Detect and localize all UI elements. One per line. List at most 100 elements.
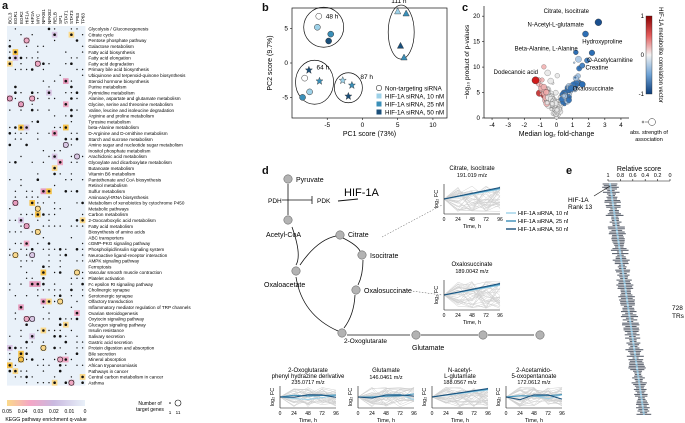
gene-count-dot xyxy=(57,356,64,363)
background-trace xyxy=(443,286,501,301)
tf-label: HIF1A xyxy=(24,10,29,24)
gene-count-dot xyxy=(70,85,73,89)
tr-count-label: TRs xyxy=(672,313,685,320)
gene-count-dot xyxy=(9,179,11,181)
gene-count-dot xyxy=(76,97,78,100)
pathway-label: Glyoxylate and dicarboxylate metabolism xyxy=(88,160,172,165)
background-trace xyxy=(443,294,501,305)
gene-count-dot xyxy=(53,295,56,297)
x-tick-label: 3 xyxy=(603,122,607,129)
gene-count-dot xyxy=(81,45,84,47)
gene-count-dot xyxy=(76,57,78,59)
mini-y-label: log₂ FC xyxy=(496,388,502,406)
size-legend-dot xyxy=(169,402,171,404)
gene-count-dot xyxy=(6,95,13,102)
mini-x-tick: 0 xyxy=(279,411,282,417)
mini-plot-mz: 146.0461 m/z xyxy=(369,375,403,381)
gene-count-dot xyxy=(14,126,17,129)
mini-x-tick: 0 xyxy=(443,217,446,223)
mini-plot-title: phenyl hydrazine derivative xyxy=(272,374,345,380)
gene-count-dot xyxy=(20,242,22,245)
gene-count-dot xyxy=(53,115,56,117)
pathway-label: Butanoate metabolism xyxy=(88,166,134,171)
gene-count-dot xyxy=(14,364,17,366)
gene-count-dot xyxy=(9,283,11,285)
metabolite-point xyxy=(567,85,575,92)
pathway-label: Salivary secretion xyxy=(88,334,125,339)
gene-count-dot xyxy=(37,97,39,100)
pathway-label: Vascular smooth muscle contraction xyxy=(88,270,162,275)
gene-count-dot xyxy=(42,265,45,269)
pathway-label: 2-Oxocarboxylic acid metabolism xyxy=(88,218,156,223)
time-label: 87 h xyxy=(360,74,373,81)
gene-count-dot xyxy=(42,202,45,204)
metabolite-point xyxy=(554,105,557,108)
pca-point xyxy=(396,41,405,49)
size-legend-small xyxy=(641,120,645,124)
gene-count-dot xyxy=(70,33,73,36)
gene-count-dot xyxy=(14,369,17,373)
background-trace xyxy=(431,388,489,403)
pca-point xyxy=(304,65,313,74)
y-tick-label: 20 xyxy=(473,13,480,20)
gene-count-dot xyxy=(48,266,50,268)
gene-count-dot xyxy=(20,92,22,94)
gene-count-dot xyxy=(34,228,41,235)
gene-count-dot xyxy=(19,352,23,356)
pathway-edge xyxy=(357,259,364,286)
gene-count-dot xyxy=(59,347,61,349)
gene-count-dot xyxy=(64,190,68,193)
gene-count-dot xyxy=(76,347,78,349)
gene-count-dot xyxy=(14,190,17,192)
pca-point xyxy=(327,30,334,38)
node-label: PDH xyxy=(268,198,282,205)
legend-label: HIF-1A siRNA, 25 nM xyxy=(385,101,444,108)
gene-count-dot xyxy=(81,248,84,250)
gene-count-dot xyxy=(37,109,39,111)
gene-count-dot xyxy=(70,277,73,279)
gene-count-dot xyxy=(76,335,78,337)
nacetylglutamate-node xyxy=(478,330,488,340)
gene-count-dot xyxy=(70,376,73,378)
gene-count-dot xyxy=(37,45,39,47)
tf-label: MYC xyxy=(36,13,41,24)
gene-count-dot xyxy=(37,219,39,221)
gene-count-dot xyxy=(59,225,61,227)
gene-count-dot xyxy=(9,358,11,361)
size-legend-value: 1 xyxy=(169,410,172,415)
background-trace xyxy=(431,388,489,407)
gene-count-dot xyxy=(9,353,11,355)
tf-label: RELB xyxy=(52,12,57,24)
metabolite-point xyxy=(578,79,581,82)
gene-count-dot xyxy=(9,219,11,221)
pathway-label: Arginine and proline metabolism xyxy=(88,114,154,119)
pathway-label: Protein digestion and absorption xyxy=(88,346,154,351)
gene-count-dot xyxy=(48,86,50,88)
pathway-label: Ubiquinone and terpenoid-quinone biosynt… xyxy=(88,73,186,78)
oxoglutarate-node xyxy=(337,328,347,338)
gene-count-dot xyxy=(25,352,28,356)
connector-line xyxy=(403,289,443,296)
node-label: Oxaloacetate xyxy=(264,282,305,289)
gene-count-dot xyxy=(9,126,11,129)
gene-count-dot xyxy=(20,63,22,65)
gene-count-dot xyxy=(47,91,51,94)
x-axis-label: Median log₂ fold-change xyxy=(519,131,595,138)
metabolite-annotation: N-Acetyl-L-glutamate xyxy=(528,22,585,28)
gene-count-dot xyxy=(9,335,11,337)
background-trace xyxy=(443,287,501,308)
gene-count-dot xyxy=(75,137,79,141)
node-label: Pyruvate xyxy=(296,177,324,184)
time-label: 111 h xyxy=(391,0,407,5)
gene-count-dot xyxy=(30,358,34,361)
gene-count-dot xyxy=(62,141,69,148)
gene-count-dot xyxy=(81,271,84,274)
gene-count-dot xyxy=(48,382,50,384)
gene-count-dot xyxy=(68,379,75,386)
pathway-label: Central carbon metabolism in cancer xyxy=(88,375,163,380)
node-label: Acetyl-CoA xyxy=(266,232,301,239)
gene-count-dot xyxy=(14,56,17,60)
gene-count-dot xyxy=(59,208,61,210)
